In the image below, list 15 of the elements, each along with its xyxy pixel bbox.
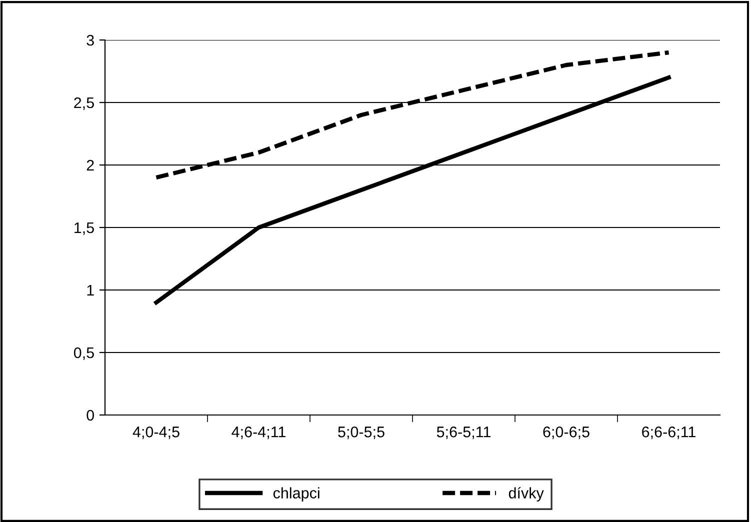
x-tick-label: 5;0-5;5 — [338, 426, 384, 440]
legend-label: chlapci — [273, 487, 320, 502]
y-tick-label: 2 — [86, 160, 94, 171]
y-tick-label: 2,5 — [74, 97, 94, 110]
x-tick-label: 4;0-4;5 — [132, 426, 180, 440]
y-tick-label: 1 — [87, 285, 94, 296]
x-tick-label: 5;6-5;11 — [436, 426, 490, 440]
y-tick-label: 3 — [86, 34, 94, 46]
legend-label: dívky — [508, 487, 544, 502]
y-tick-label: 1,5 — [74, 222, 94, 235]
x-tick-label: 6;0-6;5 — [543, 426, 590, 440]
x-tick-label: 6;6-6;11 — [642, 426, 696, 440]
x-tick-label: 4;6-4;11 — [232, 426, 286, 440]
y-tick-label: 0,5 — [74, 347, 94, 360]
y-tick-label: 0 — [86, 410, 94, 421]
